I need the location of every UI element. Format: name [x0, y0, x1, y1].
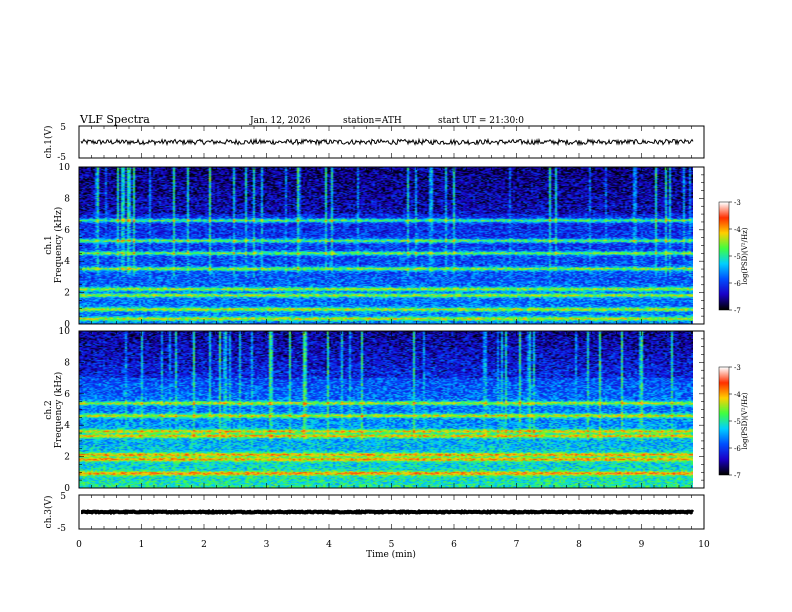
ch3-ytick-top: 5 [60, 492, 66, 502]
figure-title: VLF Spectra [79, 113, 150, 126]
time-axis-tick-label: 9 [639, 540, 645, 550]
ch1-waveform-panel: 5 -5 ch.1(V) [43, 123, 705, 163]
time-axis-label: Time (min) [366, 549, 416, 560]
time-axis-tick-labels: 0 1 2 3 4 5 6 7 8 9 10 [76, 540, 710, 550]
ch1-colorbar-ticks: -3 -4 -5 -6 -7 [729, 199, 741, 315]
ch1-spectrogram-ytick-label: 0 [64, 320, 70, 330]
time-axis-tick-label: 0 [76, 540, 82, 550]
ch2-colorbar-ticks: -3 -4 -5 -6 -7 [729, 364, 741, 480]
colorbar-tick-label: -7 [734, 472, 741, 480]
date-label: Jan. 12, 2026 [249, 116, 311, 126]
ch1-colorbar: -3 -4 -5 -6 -7 log(PSD)(V²/Hz) [718, 199, 749, 315]
time-axis-tick-label: 5 [389, 540, 395, 550]
ch3-waveform-trace [81, 508, 695, 516]
ch2-spectrogram-heatmap [79, 331, 693, 488]
ch2-spectrogram-panel: 0 2 4 6 8 10 ch.2 Frequency (kHz) [44, 327, 705, 494]
ch1-spectrogram-panel: 0 2 4 6 8 10 ch.1 Frequency (kHz) [44, 163, 705, 330]
colorbar-tick-label: -6 [734, 280, 741, 288]
ch2-spectrogram-ytick-label: 6 [64, 390, 70, 400]
ch1-colorbar-label: log(PSD)(V²/Hz) [741, 227, 749, 284]
ch3-voltage-ylabel: ch.3(V) [43, 496, 54, 529]
colorbar-tick-label: -5 [734, 418, 741, 426]
ch1-spectrogram-ylabel-frequency: Frequency (kHz) [53, 207, 64, 284]
ch1-spectrogram-ylabel-channel: ch.1 [44, 235, 54, 254]
colorbar-tick-label: -3 [734, 199, 741, 207]
ch3-ytick-bottom: -5 [57, 524, 66, 534]
ch3-waveform-panel: 5 -5 ch.3(V) [43, 492, 705, 534]
ch1-spectrogram-ytick-label: 6 [64, 226, 70, 236]
ch2-spectrogram-ytick-label: 8 [64, 358, 70, 368]
ch2-spectrogram-ylabel-channel: ch.2 [44, 400, 54, 419]
colorbar-tick-label: -3 [734, 364, 741, 372]
ch2-spectrogram-ylabel-frequency: Frequency (kHz) [53, 372, 64, 449]
ch2-spectrogram-ytick-label: 0 [64, 484, 70, 494]
time-axis-tick-label: 6 [451, 540, 457, 550]
colorbar-tick-label: -5 [734, 253, 741, 261]
ch1-colorbar-gradient [719, 202, 729, 310]
time-axis-tick-label: 3 [264, 540, 270, 550]
time-axis-tick-label: 10 [698, 540, 710, 550]
colorbar-tick-label: -7 [734, 307, 741, 315]
ch2-colorbar: -3 -4 -5 -6 -7 log(PSD)(V²/Hz) [718, 364, 749, 480]
ch2-spectrogram-ytick-label: 4 [64, 421, 70, 431]
ch2-spectrogram-xticks [78, 331, 705, 488]
ch1-spectrogram-ytick-label: 2 [64, 289, 70, 299]
station-label: station=ATH [343, 116, 402, 126]
time-axis-tick-label: 2 [201, 540, 207, 550]
ch1-ytick-bottom: -5 [57, 153, 66, 163]
ch1-waveform-xticks [78, 126, 705, 158]
colorbar-tick-label: -6 [734, 445, 741, 453]
ch2-spectrogram-ytick-label: 2 [64, 453, 70, 463]
ch1-spectrogram-ytick-label: 10 [59, 163, 71, 173]
ch1-spectrogram-ytick-label: 8 [64, 194, 70, 204]
ch2-spectrogram-ytick-label: 10 [59, 327, 71, 337]
time-axis-tick-label: 1 [139, 540, 145, 550]
colorbar-tick-label: -4 [734, 391, 741, 399]
start-time-label: start UT = 21:30:0 [438, 116, 524, 126]
ch3-waveform-xticks [78, 495, 705, 529]
ch2-colorbar-label: log(PSD)(V²/Hz) [741, 392, 749, 449]
time-axis-tick-label: 4 [326, 540, 332, 550]
ch1-spectrogram-ytick-label: 4 [64, 257, 70, 267]
ch2-spectrogram-yticks: 0 2 4 6 8 10 [59, 327, 704, 494]
ch2-colorbar-gradient [719, 367, 729, 475]
ch1-waveform-trace [80, 137, 694, 147]
ch1-spectrogram-yticks: 0 2 4 6 8 10 [59, 163, 704, 330]
ch1-ytick-top: 5 [60, 123, 66, 133]
colorbar-tick-label: -4 [734, 226, 741, 234]
time-axis-tick-label: 7 [514, 540, 520, 550]
time-axis-tick-label: 8 [576, 540, 582, 550]
ch1-spectrogram-heatmap [79, 167, 693, 324]
ch1-spectrogram-xticks [78, 167, 705, 324]
ch1-voltage-ylabel: ch.1(V) [43, 126, 54, 159]
